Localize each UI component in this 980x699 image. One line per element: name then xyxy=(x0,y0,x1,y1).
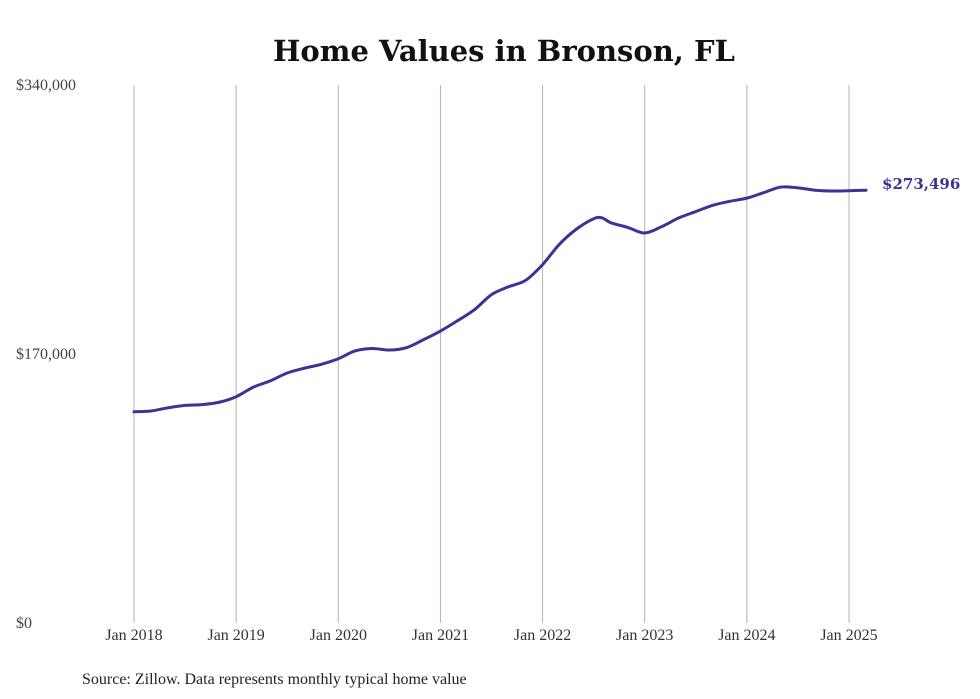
x-axis-tick-labels: Jan 2018 Jan 2019 Jan 2020 Jan 2021 Jan 2022… xyxy=(105,627,877,644)
home-value-series-line xyxy=(132,185,868,414)
y-tick-label: $0 xyxy=(16,615,32,632)
latest-value-label: $273,496 xyxy=(882,175,960,193)
x-tick-label: Jan 2024 xyxy=(718,627,775,644)
y-axis-tick-labels: $0 $170,000 $340,000 xyxy=(16,77,76,632)
x-tick-label: Jan 2019 xyxy=(207,627,264,644)
x-tick-label: Jan 2020 xyxy=(310,627,367,644)
x-tick-label: Jan 2023 xyxy=(616,627,673,644)
gridlines xyxy=(133,85,850,623)
x-tick-label: Jan 2021 xyxy=(412,627,469,644)
source-note: Source: Zillow. Data represents monthly … xyxy=(82,671,467,688)
y-tick-label: $340,000 xyxy=(16,77,76,94)
y-tick-label: $170,000 xyxy=(16,346,76,363)
chart-title: Home Values in Bronson, FL xyxy=(273,34,735,68)
x-tick-label: Jan 2022 xyxy=(514,627,571,644)
x-tick-label: Jan 2018 xyxy=(105,627,162,644)
x-tick-label: Jan 2025 xyxy=(820,627,877,644)
